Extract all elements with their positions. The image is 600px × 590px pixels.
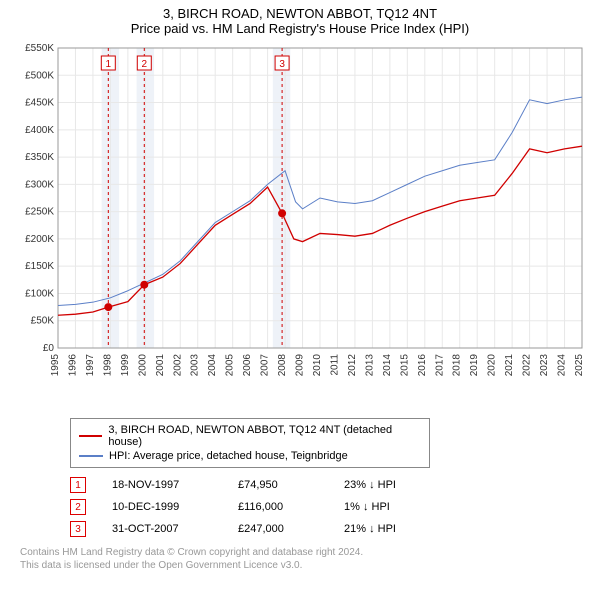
svg-text:1996: 1996 xyxy=(67,354,78,377)
chart-area: £0 £50K £100K £150K £200K £250K £300K £350K £400… xyxy=(10,40,590,410)
marker-pct: 21% ↓ HPI xyxy=(344,523,434,535)
svg-text:2021: 2021 xyxy=(504,354,515,377)
footer-line-2: This data is licensed under the Open Gov… xyxy=(20,559,590,572)
marker-num: 1 xyxy=(70,477,86,493)
svg-text:2016: 2016 xyxy=(417,354,428,377)
svg-text:2006: 2006 xyxy=(242,354,253,377)
svg-text:2010: 2010 xyxy=(312,354,323,377)
svg-text:£150K: £150K xyxy=(25,261,54,272)
svg-text:£250K: £250K xyxy=(25,207,54,218)
svg-text:2004: 2004 xyxy=(207,354,218,377)
svg-text:2022: 2022 xyxy=(522,354,533,377)
marker-pct: 23% ↓ HPI xyxy=(344,479,434,491)
legend-swatch xyxy=(79,455,103,457)
marker-num: 3 xyxy=(70,521,86,537)
svg-text:£400K: £400K xyxy=(25,125,54,136)
legend-item: 3, BIRCH ROAD, NEWTON ABBOT, TQ12 4NT (d… xyxy=(79,423,421,449)
svg-text:2019: 2019 xyxy=(469,354,480,377)
svg-text:2017: 2017 xyxy=(434,354,445,377)
svg-text:2018: 2018 xyxy=(452,354,463,377)
marker-pct: 1% ↓ HPI xyxy=(344,501,434,513)
chart-subtitle: Price paid vs. HM Land Registry's House … xyxy=(10,21,590,36)
svg-text:2002: 2002 xyxy=(172,354,183,377)
marker-row: 2 10-DEC-1999 £116,000 1% ↓ HPI xyxy=(70,496,590,518)
svg-text:2: 2 xyxy=(142,59,148,70)
marker-price: £74,950 xyxy=(238,479,318,491)
marker-price: £116,000 xyxy=(238,501,318,513)
marker-num: 2 xyxy=(70,499,86,515)
legend-label: HPI: Average price, detached house, Teig… xyxy=(109,450,348,462)
svg-text:2025: 2025 xyxy=(574,354,585,377)
svg-text:2013: 2013 xyxy=(364,354,375,377)
svg-text:2014: 2014 xyxy=(382,354,393,377)
svg-text:£450K: £450K xyxy=(25,98,54,109)
svg-text:2015: 2015 xyxy=(399,354,410,377)
legend-swatch xyxy=(79,435,102,437)
svg-text:2020: 2020 xyxy=(487,354,498,377)
chart-title: 3, BIRCH ROAD, NEWTON ABBOT, TQ12 4NT xyxy=(10,6,590,21)
svg-text:£0: £0 xyxy=(43,343,55,354)
svg-text:3: 3 xyxy=(279,59,285,70)
svg-text:2001: 2001 xyxy=(155,354,166,377)
marker-row: 3 31-OCT-2007 £247,000 21% ↓ HPI xyxy=(70,518,590,540)
svg-text:£350K: £350K xyxy=(25,152,54,163)
svg-text:£550K: £550K xyxy=(25,43,54,54)
svg-text:2003: 2003 xyxy=(190,354,201,377)
footer-line-1: Contains HM Land Registry data © Crown c… xyxy=(20,546,590,559)
marker-price: £247,000 xyxy=(238,523,318,535)
svg-text:2007: 2007 xyxy=(260,354,271,377)
svg-text:1998: 1998 xyxy=(102,354,113,377)
svg-text:2009: 2009 xyxy=(295,354,306,377)
svg-text:2024: 2024 xyxy=(557,354,568,377)
svg-text:£500K: £500K xyxy=(25,70,54,81)
svg-text:1: 1 xyxy=(106,59,112,70)
marker-date: 31-OCT-2007 xyxy=(112,523,212,535)
legend-label: 3, BIRCH ROAD, NEWTON ABBOT, TQ12 4NT (d… xyxy=(108,424,421,448)
svg-text:2008: 2008 xyxy=(277,354,288,377)
svg-text:£200K: £200K xyxy=(25,234,54,245)
legend-item: HPI: Average price, detached house, Teig… xyxy=(79,449,421,463)
svg-text:£100K: £100K xyxy=(25,288,54,299)
svg-text:1997: 1997 xyxy=(85,354,96,377)
line-chart: £0 £50K £100K £150K £200K £250K £300K £350K £400… xyxy=(10,40,590,410)
svg-text:2011: 2011 xyxy=(329,354,340,376)
svg-text:2012: 2012 xyxy=(347,354,358,377)
footer-attribution: Contains HM Land Registry data © Crown c… xyxy=(20,546,590,572)
svg-text:1995: 1995 xyxy=(50,354,61,377)
markers-table: 1 18-NOV-1997 £74,950 23% ↓ HPI 2 10-DEC-1999… xyxy=(70,474,590,540)
marker-date: 10-DEC-1999 xyxy=(112,501,212,513)
legend: 3, BIRCH ROAD, NEWTON ABBOT, TQ12 4NT (d… xyxy=(70,418,430,468)
svg-text:2023: 2023 xyxy=(539,354,550,377)
svg-text:£300K: £300K xyxy=(25,179,54,190)
marker-date: 18-NOV-1997 xyxy=(112,479,212,491)
svg-text:£50K: £50K xyxy=(31,316,55,327)
svg-text:1999: 1999 xyxy=(120,354,131,377)
svg-text:2000: 2000 xyxy=(137,354,148,377)
marker-row: 1 18-NOV-1997 £74,950 23% ↓ HPI xyxy=(70,474,590,496)
svg-text:2005: 2005 xyxy=(225,354,236,377)
